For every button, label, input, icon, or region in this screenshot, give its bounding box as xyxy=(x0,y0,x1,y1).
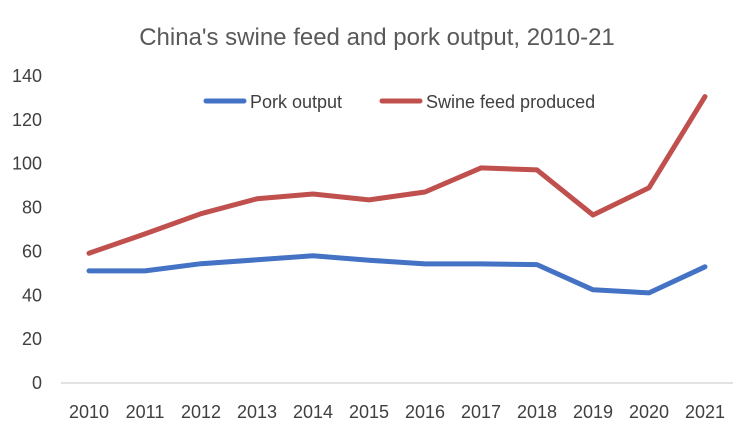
y-axis-ticks: 0 20 40 60 80 100 120 140 xyxy=(12,66,42,393)
x-tick-label: 2021 xyxy=(685,402,725,422)
y-tick-label: 120 xyxy=(12,110,42,130)
x-axis-ticks: 2010 2011 2012 2013 2014 2015 2016 2017 2018 2019… xyxy=(69,402,725,422)
x-tick-label: 2012 xyxy=(181,402,221,422)
x-tick-label: 2018 xyxy=(517,402,557,422)
legend-label-swine-feed-produced: Swine feed produced xyxy=(426,92,595,112)
y-tick-label: 140 xyxy=(12,66,42,86)
legend: Pork output Swine feed produced xyxy=(203,92,595,112)
x-tick-label: 2015 xyxy=(349,402,389,422)
y-tick-label: 20 xyxy=(22,329,42,349)
series-line-pork-output xyxy=(86,253,708,296)
series-layer xyxy=(86,94,708,296)
x-tick-label: 2017 xyxy=(461,402,501,422)
x-tick-label: 2011 xyxy=(126,402,165,422)
series-line-swine-feed-produced xyxy=(86,94,708,256)
chart-title: China's swine feed and pork output, 2010… xyxy=(139,24,615,51)
x-tick-label: 2020 xyxy=(629,402,669,422)
x-tick-label: 2014 xyxy=(293,402,333,422)
y-tick-label: 40 xyxy=(22,285,42,305)
x-tick-label: 2010 xyxy=(69,402,109,422)
x-tick-label: 2013 xyxy=(237,402,277,422)
x-tick-label: 2016 xyxy=(405,402,445,422)
x-tick-label: 2019 xyxy=(573,402,613,422)
y-tick-label: 60 xyxy=(22,241,42,261)
legend-label-pork-output: Pork output xyxy=(250,92,342,112)
y-tick-label: 100 xyxy=(12,154,42,174)
y-tick-label: 0 xyxy=(32,373,42,393)
y-tick-label: 80 xyxy=(22,198,42,218)
